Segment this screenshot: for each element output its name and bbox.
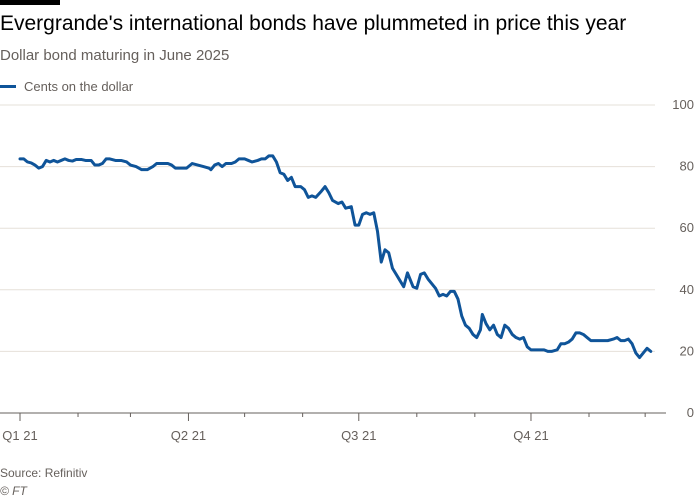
credit: © FT [0, 484, 27, 498]
y-tick-label-80: 80 [680, 159, 694, 174]
series-line-0 [18, 154, 653, 360]
line-chart: 0 20 40 60 80 100 Q1 21 Q2 21 Q3 21 Q4 21 [0, 97, 694, 443]
y-tick-label-20: 20 [680, 343, 694, 358]
y-tick-labels: 0 20 40 60 80 100 [672, 97, 694, 420]
y-tick-label-40: 40 [680, 282, 694, 297]
legend-swatch [0, 85, 16, 88]
x-tick-label-3: Q4 21 [513, 428, 548, 443]
chart-title: Evergrande's international bonds have pl… [0, 12, 627, 35]
chart-subtitle: Dollar bond maturing in June 2025 [0, 47, 230, 64]
legend-label: Cents on the dollar [24, 79, 134, 94]
source-note: Source: Refinitiv [0, 466, 88, 480]
x-tick-label-2: Q3 21 [341, 428, 376, 443]
brand-accent-bar [0, 0, 60, 5]
x-tick-label-0: Q1 21 [2, 428, 37, 443]
x-axis: Q1 21 Q2 21 Q3 21 Q4 21 [0, 412, 666, 443]
series-group [18, 154, 653, 360]
x-tick-label-1: Q2 21 [171, 428, 206, 443]
y-tick-label-60: 60 [680, 220, 694, 235]
y-tick-label-0: 0 [687, 405, 694, 420]
gridlines [0, 104, 655, 352]
legend: Cents on the dollar [0, 79, 133, 94]
y-tick-label-100: 100 [672, 97, 694, 112]
